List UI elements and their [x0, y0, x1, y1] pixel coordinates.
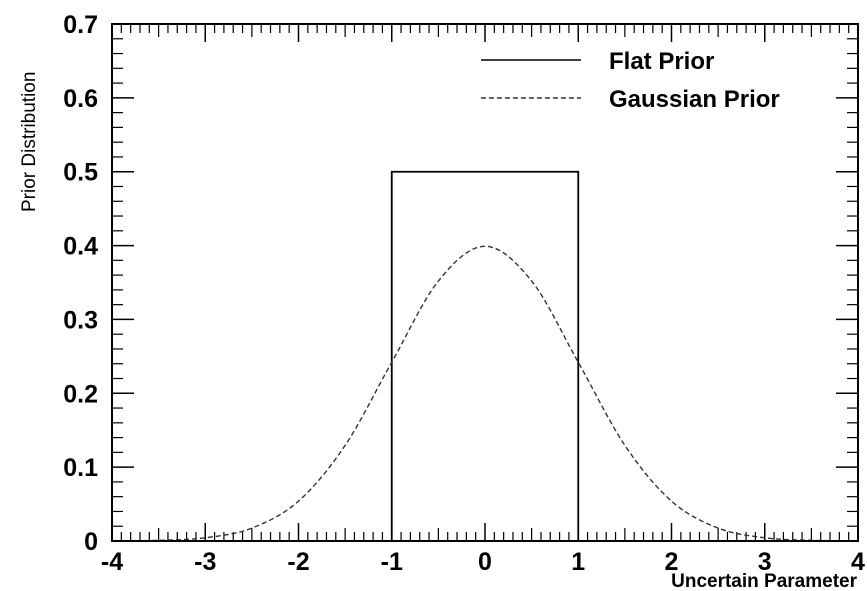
x-axis-title: Uncertain Parameter	[671, 571, 857, 591]
flat-prior-line	[112, 170, 858, 542]
legend-label-flat-prior: Flat Prior	[609, 48, 714, 75]
x-tick-label: -4	[101, 548, 123, 576]
y-tick-label: 0	[84, 528, 98, 556]
y-tick-label: 0.1	[63, 454, 98, 482]
legend: Flat Prior Gaussian Prior	[481, 48, 780, 113]
series-layer	[111, 170, 859, 542]
x-tick-label: 1	[571, 548, 585, 576]
y-tick-label: 0.4	[63, 233, 98, 261]
y-axis-title: Prior Distribution	[19, 72, 40, 212]
y-tick-label: 0.6	[63, 85, 98, 113]
x-tick-label: -3	[194, 548, 216, 576]
legend-label-gaussian-prior: Gaussian Prior	[609, 86, 780, 113]
x-tick-label: 3	[758, 548, 772, 576]
y-tick-label: 0.3	[63, 306, 98, 334]
y-tick-label: 0.2	[63, 380, 98, 408]
y-tick-label: 0.7	[63, 11, 98, 39]
gaussian-prior-curve	[111, 245, 859, 542]
x-tick-label: 4	[851, 548, 865, 576]
axis-ticks	[111, 23, 859, 542]
x-tick-label: 0	[478, 548, 492, 576]
y-tick-label: 0.5	[63, 159, 98, 187]
plot-frame	[111, 23, 859, 542]
x-tick-label: -2	[287, 548, 309, 576]
tick-labels: -4 -3 -2 -1 0 1 2 3 4 0 0.1 0.2 0.3 0.4 0.5 0.6 0.7	[63, 11, 865, 576]
x-tick-label: -1	[381, 548, 403, 576]
x-tick-label: 2	[665, 548, 679, 576]
